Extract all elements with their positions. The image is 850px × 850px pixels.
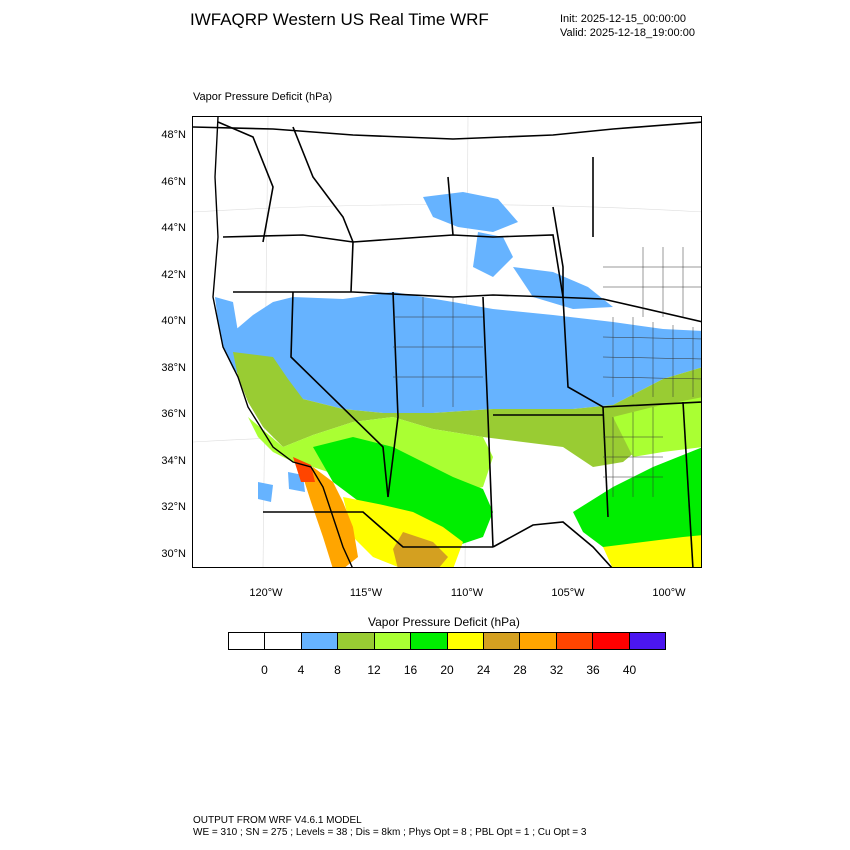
- vpd-region-green: [313, 437, 493, 547]
- vpd-region-orange: [303, 467, 358, 567]
- vpd-patch-north-2: [473, 232, 513, 277]
- colorbar-box: [301, 633, 339, 649]
- vpd-region-east-yellow: [603, 535, 701, 567]
- lat-label-30n: 30°N: [161, 548, 186, 560]
- colorbar-box: [629, 633, 666, 649]
- vpd-region-east-green: [573, 447, 701, 549]
- colorbar-tick-label: 24: [476, 663, 491, 677]
- lon-label-105w: 105°W: [551, 587, 585, 599]
- vpd-region-light-blue: [223, 292, 701, 413]
- valid-time: Valid: 2025-12-18_19:00:00: [560, 27, 695, 39]
- footer-config-line: WE = 310 ; SN = 275 ; Levels = 38 ; Dis …: [193, 827, 587, 838]
- lat-label-42n: 42°N: [161, 269, 186, 281]
- coastline: [212, 117, 353, 567]
- colorbar-box: [483, 633, 521, 649]
- colorbar: [228, 632, 666, 650]
- map-svg: [193, 117, 701, 567]
- colorbar-box: [520, 633, 557, 649]
- vpd-patch-north-1: [423, 192, 518, 232]
- vpd-region-tan: [393, 532, 448, 567]
- field-label: Vapor Pressure Deficit (hPa): [193, 91, 333, 103]
- lon-label-120w: 120°W: [249, 587, 283, 599]
- footer-model-line: OUTPUT FROM WRF V4.6.1 MODEL: [193, 815, 362, 826]
- colorbar-box: [229, 633, 266, 649]
- colorbar-box: [447, 633, 484, 649]
- colorbar-box: [338, 633, 375, 649]
- lat-label-38n: 38°N: [161, 362, 186, 374]
- colorbar-tick-label: 28: [513, 663, 527, 677]
- lat-label-36n: 36°N: [161, 408, 186, 420]
- colorbar-title: Vapor Pressure Deficit (hPa): [368, 615, 520, 629]
- lon-label-115w: 115°W: [349, 587, 383, 599]
- state-boundaries: [193, 121, 701, 567]
- lat-label-48n: 48°N: [161, 129, 186, 141]
- lat-label-46n: 46°N: [161, 176, 186, 188]
- colorbar-tick-label: 12: [367, 663, 381, 677]
- colorbar-tick-label: 36: [586, 663, 600, 677]
- colorbar-tick-label: 4: [297, 663, 305, 677]
- lon-label-100w: 100°W: [652, 587, 686, 599]
- colorbar-tick-label: 0: [261, 663, 268, 677]
- map-panel: [192, 116, 702, 568]
- colorbar-box: [265, 633, 302, 649]
- plot-title: IWFAQRP Western US Real Time WRF: [190, 10, 489, 29]
- lat-label-40n: 40°N: [161, 315, 186, 327]
- county-lines: [393, 247, 701, 497]
- colorbar-box: [411, 633, 448, 649]
- lat-label-34n: 34°N: [161, 455, 186, 467]
- vpd-field: [215, 192, 701, 567]
- init-time: Init: 2025-12-15_00:00:00: [560, 13, 686, 25]
- vpd-region-east-light-green: [613, 397, 701, 457]
- lon-label-110w: 110°W: [450, 587, 484, 599]
- colorbar-box: [374, 633, 412, 649]
- lat-label-44n: 44°N: [161, 222, 186, 234]
- colorbar-box: [593, 633, 630, 649]
- colorbar-tick-label: 32: [549, 663, 564, 677]
- lat-label-32n: 32°N: [161, 501, 186, 513]
- vpd-region-olive: [233, 352, 701, 467]
- colorbar-tick-label: 20: [440, 663, 454, 677]
- colorbar-tick-label: 16: [403, 663, 418, 677]
- colorbar-box: [556, 633, 594, 649]
- vpd-patch-west-2: [258, 482, 273, 502]
- colorbar-tick-label: 40: [622, 663, 637, 677]
- colorbar-tick-label: 8: [334, 663, 341, 677]
